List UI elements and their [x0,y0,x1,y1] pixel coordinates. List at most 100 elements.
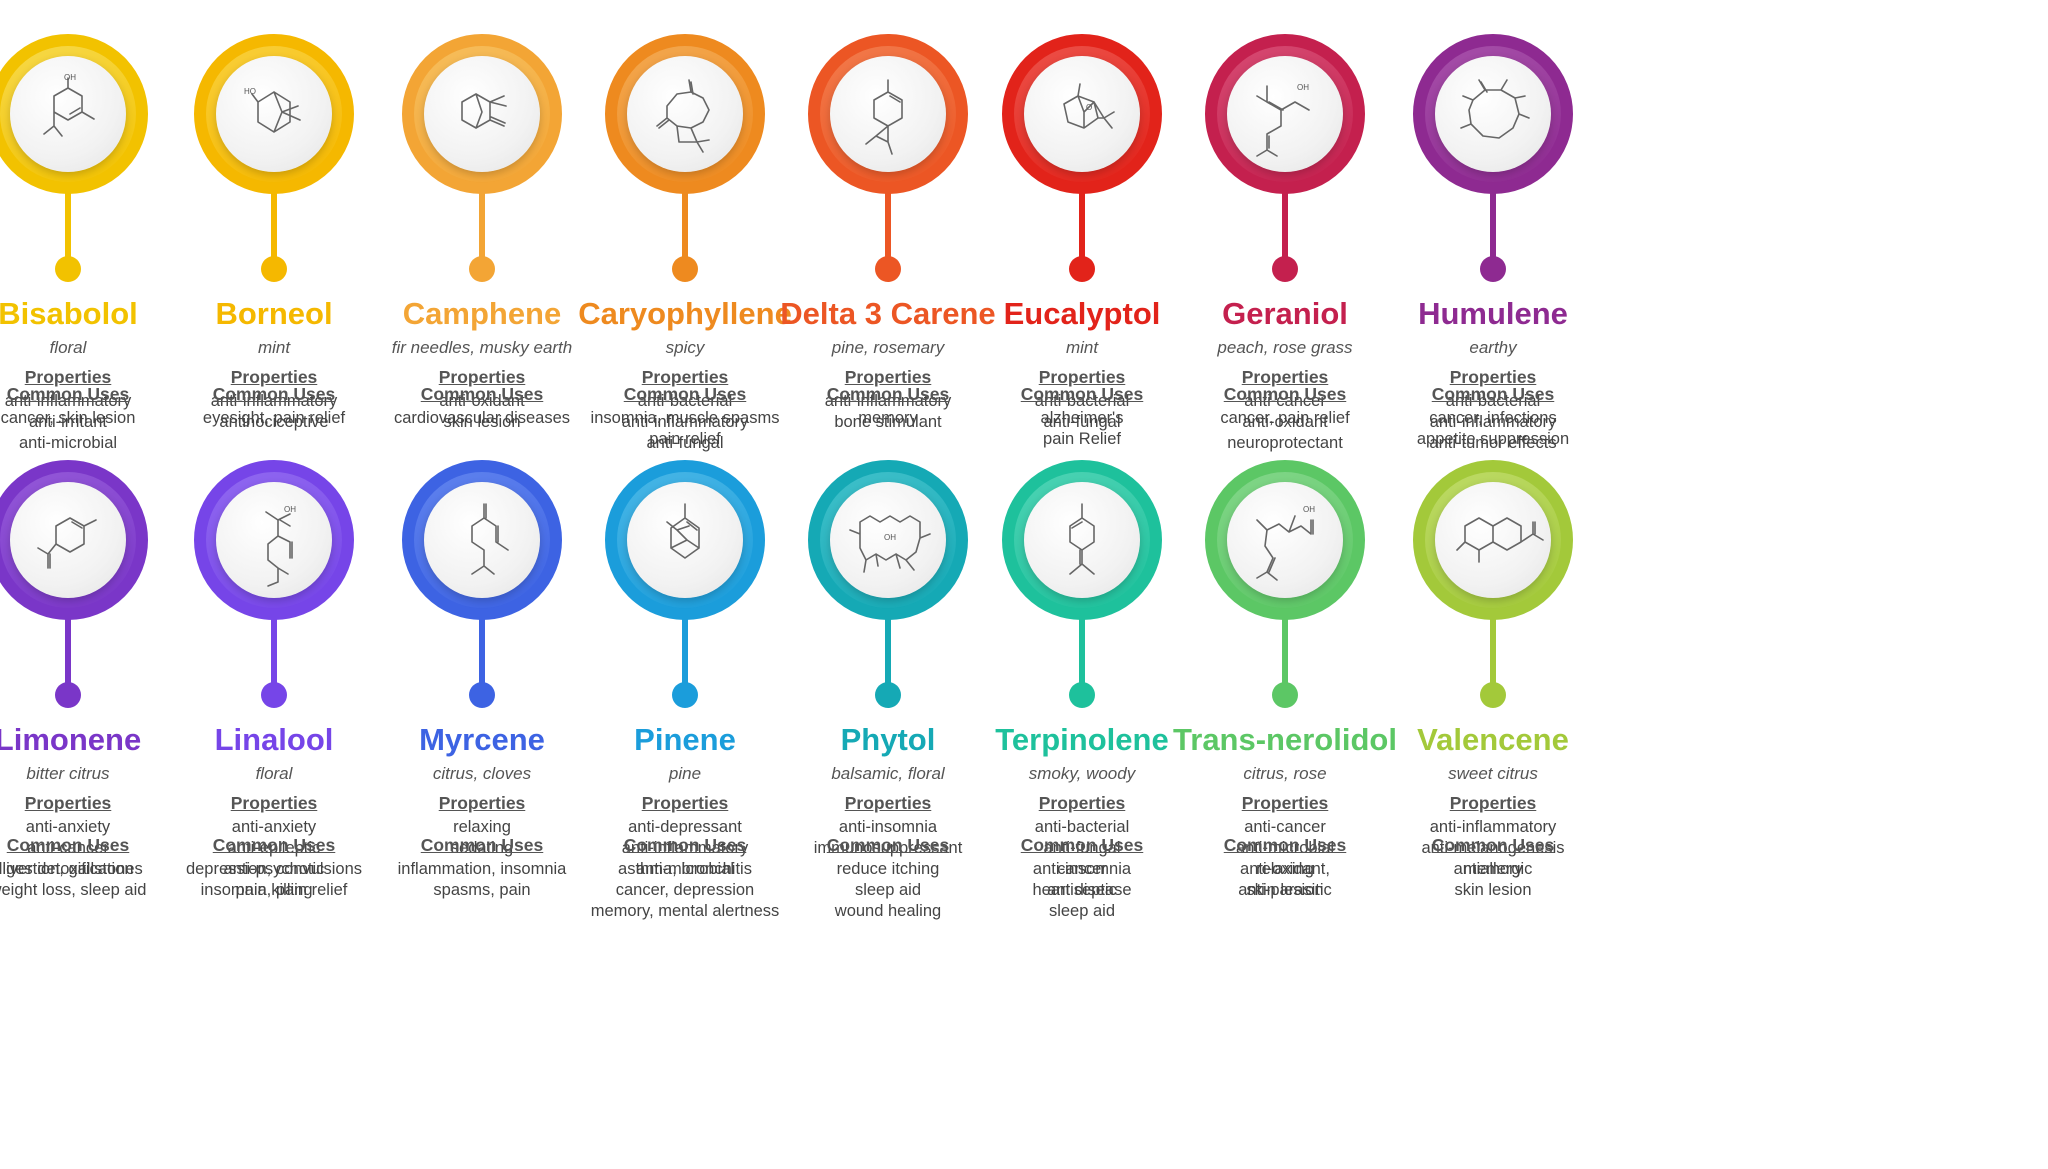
terpene-card: OH Bisabolol floral Properties anti-inflamma… [0,34,188,454]
connector-stem [1079,616,1085,688]
terpene-aroma: smoky, woody [1028,764,1136,783]
use-item: insomnia, pain relief [200,881,348,899]
common-uses-heading: Common Uses [1431,835,1555,855]
terpene-aroma: balsamic, floral [831,764,945,783]
properties-section: Properties anti-insomnia immunosuppressant [748,793,1028,859]
common-uses-list: cancer heart disease sleep aid [942,859,1222,922]
terpene-aroma: sweet citrus [1448,764,1538,783]
use-item: skin lesion [1454,881,1532,899]
common-uses-section: Common Uses cancer heart disease sleep aid [942,835,1222,922]
properties-heading: Properties [641,793,729,813]
use-item: appetite suppression [1416,430,1570,448]
property-item: anti-inflammatory [4,392,132,410]
terpene-card: Terpinolene smoky, woody Properties anti-ba… [962,460,1202,920]
properties-section: Properties anti-depressant anti-inflammato… [545,793,825,880]
connector-dot [875,256,901,282]
common-uses-list: liver detoxification weight loss, sleep a… [0,859,208,901]
common-uses-heading: Common Uses [826,835,950,855]
properties-section: Properties anti-cancer anti-microbial anti-… [1145,793,1425,901]
connector-stem [682,190,688,262]
properties-section: Properties anti-anxiety anti-cancer digesti… [0,793,208,880]
connector-stem [65,616,71,688]
property-item: anti-epileptic [227,839,321,857]
properties-heading: Properties [230,793,318,813]
use-item: heart disease [1032,881,1132,899]
use-item: eyesight, pain relief [202,409,346,427]
properties-section: Properties anti-bacterial anti-inflammator… [1353,367,1633,454]
properties-list: anti-bacterial anti-fungal [942,391,1222,433]
properties-section: Properties anti-inflammatory anti-irritant… [0,367,208,454]
connector-dot [672,682,698,708]
terpene-aroma: earthy [1469,338,1517,357]
molecule-structure-icon [627,56,743,172]
atom-label: OH [284,505,296,514]
common-uses-heading: Common Uses [6,835,130,855]
property-item: anti-bacterial [637,392,733,410]
connector-dot [1480,682,1506,708]
terpene-name: Limonene [0,722,142,757]
molecule-badge [605,34,765,194]
terpene-card: Pinene pine Properties anti-depressant anti-… [565,460,805,920]
terpene-name: Linalool [214,722,334,757]
property-item: anti-insomnia [1032,860,1132,878]
terpene-card: OH Linalool floral Properties anti-anxiety an… [154,460,394,899]
atom-label: OH [1303,505,1315,514]
use-item: spasms, pain [433,881,531,899]
molecule-structure-icon: OH [1227,56,1343,172]
use-item: wound healing [834,902,942,920]
molecule-structure-icon [424,56,540,172]
terpene-name: Eucalyptol [1003,296,1161,331]
connector-stem [65,190,71,262]
terpene-name: Pinene [634,722,736,757]
terpene-card: OH Trans-nerolidol citrus, rose Properties a… [1165,460,1405,899]
properties-heading: Properties [1241,367,1329,387]
common-uses-section: Common Uses insomnia, muscle spasms pain r… [545,384,825,450]
common-uses-list: memory skin lesion [1353,859,1633,901]
common-uses-heading: Common Uses [420,835,544,855]
properties-heading: Properties [1241,793,1329,813]
common-uses-section: Common Uses memory [748,384,1028,429]
property-item: anti-tumor effects [1429,434,1557,452]
common-uses-heading: Common Uses [826,384,950,404]
use-item: pain Relief [1043,430,1121,448]
property-item: anti-parasitic [1238,881,1332,899]
common-uses-heading: Common Uses [420,384,544,404]
property-item: neuroprotectant [1227,434,1343,452]
property-item: antiallergic [1453,860,1533,878]
properties-heading: Properties [24,793,112,813]
common-uses-list: insomnia, muscle spasms pain relief [545,408,825,450]
common-uses-heading: Common Uses [1223,384,1347,404]
common-uses-list: memory [748,408,1028,429]
molecule-structure-icon: OH [10,56,126,172]
properties-list: anti-inflammatory anti-irritant anti-micro… [0,391,208,454]
property-item: anti-oxidant [439,392,525,410]
properties-section: Properties anti-bacterial anti-inflammator… [545,367,825,454]
molecule-badge: OH [1205,34,1365,194]
property-item: anti-fungal [1043,839,1121,857]
common-uses-section: Common Uses memory skin lesion [1353,835,1633,901]
molecule-structure-icon: OH [1227,482,1343,598]
connector-stem [479,616,485,688]
properties-list: anti-depressant anti-inflammatory anti-mic… [545,817,825,880]
terpene-aroma: citrus, cloves [432,764,532,783]
properties-list: anti-bacterial anti-fungal anti-insomnia an… [942,817,1222,901]
terpene-card: OH Geraniol peach, rose grass Properties ant… [1165,34,1405,454]
molecule-structure-icon: O [1024,56,1140,172]
properties-section: Properties anti-bacterial anti-fungal anti-… [942,793,1222,901]
use-item: insomnia, muscle spasms [590,409,780,427]
property-item: anti-microbial [635,860,735,878]
connector-dot [1480,256,1506,282]
connector-stem [885,190,891,262]
common-uses-list: cancer, infections appetite suppression [1353,408,1633,450]
properties-heading: Properties [24,367,112,387]
connector-dot [875,682,901,708]
molecule-badge [605,460,765,620]
properties-section: Properties anti-cancer anti-oxidant neuropr… [1145,367,1425,454]
connector-stem [271,190,277,262]
property-item: relaxing [453,818,511,836]
molecule-structure-icon [10,482,126,598]
common-uses-list: cancer, skin lesion [0,408,208,429]
use-item: relaxing [1256,860,1314,878]
terpene-name: Bisabolol [0,296,138,331]
properties-list: anti-cancer anti-microbial anti-oxidant, an… [1145,817,1425,901]
